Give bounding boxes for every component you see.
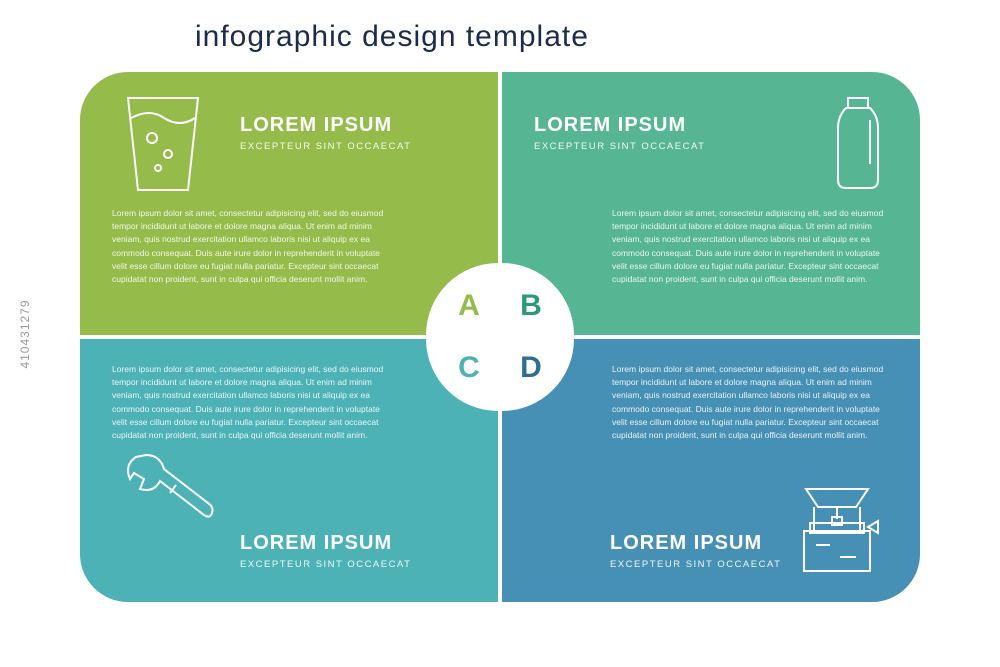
panel-c-body: Lorem ipsum dolor sit amet, consectetur … (112, 363, 392, 442)
panel-b-heading: LOREM IPSUM EXCEPTEUR SINT OCCAECAT (534, 114, 705, 152)
heading-text: LOREM IPSUM (240, 114, 411, 137)
badge-a: A (426, 263, 498, 335)
page-title: infographic design template (195, 20, 920, 54)
heading-text: LOREM IPSUM (534, 114, 705, 137)
panel-b: LOREM IPSUM EXCEPTEUR SINT OCCAECAT Lore… (502, 72, 920, 335)
panel-a-heading: LOREM IPSUM EXCEPTEUR SINT OCCAECAT (240, 114, 411, 152)
bottle-icon (828, 94, 884, 197)
subheading-text: EXCEPTEUR SINT OCCAECAT (240, 141, 411, 152)
heading-text: LOREM IPSUM (240, 532, 411, 555)
badge-c: C (426, 339, 498, 411)
badge-b: B (502, 263, 574, 335)
badge-c-letter: C (458, 351, 480, 385)
heading-text: LOREM IPSUM (610, 532, 781, 555)
panel-c: LOREM IPSUM EXCEPTEUR SINT OCCAECAT Lore… (80, 339, 498, 602)
panel-a-body: Lorem ipsum dolor sit amet, consectetur … (112, 207, 392, 286)
infographic-canvas: infographic design template LOREM IPSUM … (80, 20, 920, 602)
subheading-text: EXCEPTEUR SINT OCCAECAT (610, 559, 781, 570)
panel-b-body: Lorem ipsum dolor sit amet, consectetur … (612, 207, 892, 286)
badge-d-letter: D (520, 351, 542, 385)
panel-d: LOREM IPSUM EXCEPTEUR SINT OCCAECAT Lore… (502, 339, 920, 602)
panel-c-heading: LOREM IPSUM EXCEPTEUR SINT OCCAECAT (240, 532, 411, 570)
panel-a: LOREM IPSUM EXCEPTEUR SINT OCCAECAT Lore… (80, 72, 498, 335)
well-icon (796, 479, 884, 580)
badge-b-letter: B (520, 289, 542, 323)
badge-d: D (502, 339, 574, 411)
glass-icon (120, 94, 206, 199)
panel-d-body: Lorem ipsum dolor sit amet, consectetur … (612, 363, 892, 442)
subheading-text: EXCEPTEUR SINT OCCAECAT (534, 141, 705, 152)
badge-a-letter: A (458, 289, 480, 323)
watermark-id: 410431279 (18, 299, 32, 368)
wrench-icon (120, 449, 216, 534)
panel-d-heading: LOREM IPSUM EXCEPTEUR SINT OCCAECAT (610, 532, 781, 570)
quad-grid: LOREM IPSUM EXCEPTEUR SINT OCCAECAT Lore… (80, 72, 920, 602)
subheading-text: EXCEPTEUR SINT OCCAECAT (240, 559, 411, 570)
